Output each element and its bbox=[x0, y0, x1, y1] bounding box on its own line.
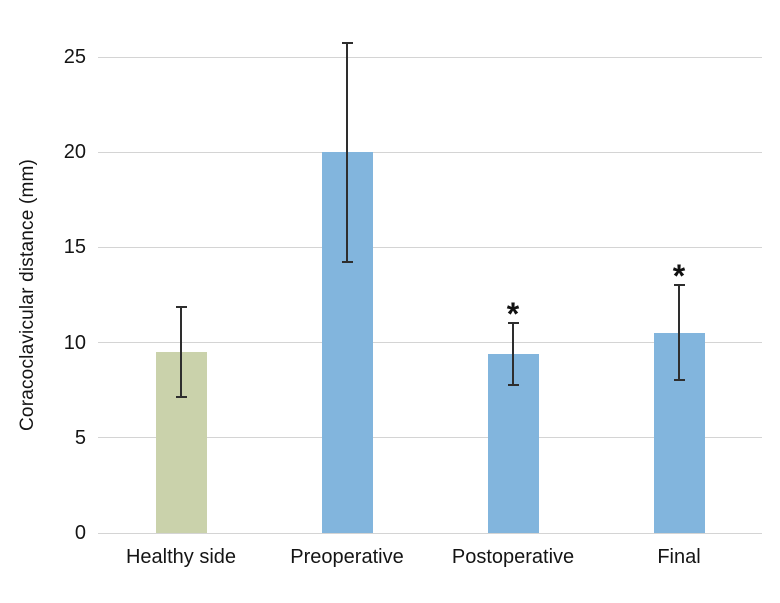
gridline-y-10 bbox=[98, 342, 762, 344]
error-bar-final bbox=[673, 283, 685, 381]
error-bar-cap-bottom bbox=[175, 395, 187, 398]
y-tick-label: 15 bbox=[63, 236, 86, 259]
error-bar-preoperative bbox=[341, 41, 353, 263]
error-bar-postoperative bbox=[507, 321, 519, 387]
y-tick-label: 0 bbox=[74, 522, 86, 544]
y-tick-label: 25 bbox=[63, 46, 86, 68]
y-tick-label: 5 bbox=[74, 426, 86, 449]
error-bar-cap-top bbox=[341, 41, 353, 44]
y-tick-label: 20 bbox=[63, 141, 86, 164]
gridline-y-20 bbox=[98, 151, 762, 153]
gridline-y-25 bbox=[98, 56, 762, 58]
significance-marker-final: * bbox=[672, 257, 686, 294]
significance-marker-postoperative: * bbox=[506, 295, 520, 332]
y-axis-title: Coracoclavicular distance (mm) bbox=[17, 158, 38, 432]
gridline-y-15 bbox=[98, 246, 762, 248]
x-tick-label-postoperative: Postoperative bbox=[451, 546, 575, 568]
x-tick-label-final: Final bbox=[657, 546, 701, 568]
error-bar-stem bbox=[180, 306, 182, 398]
y-tick-label: 10 bbox=[63, 331, 86, 354]
error-bar-cap-bottom bbox=[341, 260, 353, 263]
error-bar-stem bbox=[512, 321, 514, 387]
error-bar-cap-top bbox=[507, 321, 519, 324]
error-bar-cap-bottom bbox=[507, 384, 519, 387]
error-bar-healthy-side bbox=[175, 306, 187, 398]
error-bar-cap-top bbox=[673, 283, 685, 286]
error-bar-stem bbox=[678, 283, 680, 381]
gridline-y-5 bbox=[98, 437, 762, 439]
gridline-y-0 bbox=[98, 532, 762, 534]
x-tick-label-healthy-side: Healthy side bbox=[125, 546, 237, 568]
error-bar-cap-top bbox=[175, 306, 187, 309]
plot-area: * * bbox=[98, 41, 762, 534]
error-bar-stem bbox=[346, 41, 348, 263]
error-bar-cap-bottom bbox=[673, 378, 685, 381]
x-tick-label-preoperative: Preoperative bbox=[290, 546, 404, 568]
